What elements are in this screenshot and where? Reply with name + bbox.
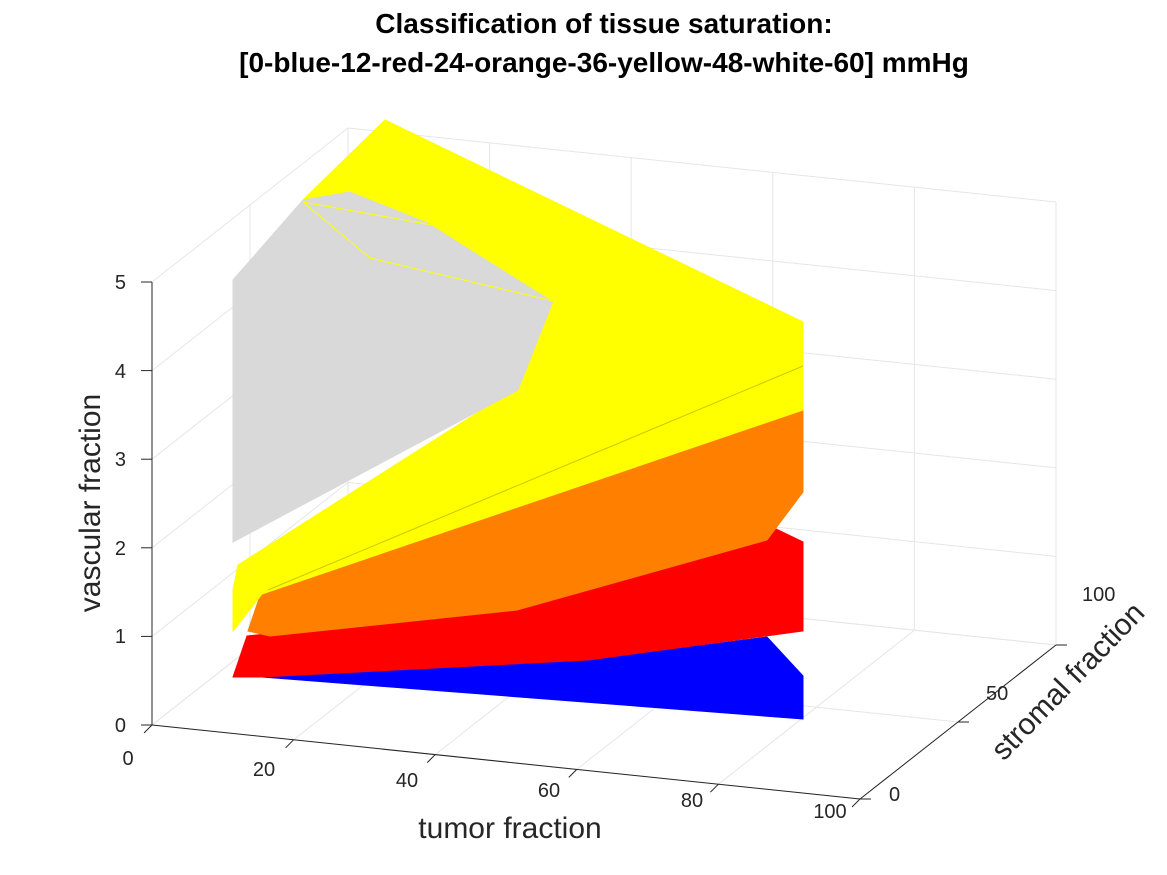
z-axis-label: vascular fraction: [74, 394, 107, 612]
x-tick-mark: [426, 754, 436, 763]
orange-region: [247, 409, 804, 637]
chart-title-line-2: [0-blue-12-red-24-orange-36-yellow-48-wh…: [239, 47, 969, 78]
z-tick-label: 1: [115, 626, 126, 648]
x-axis-line: [151, 724, 861, 800]
x-tick-label: 100: [813, 801, 846, 823]
y-tick-labels: 0 50 100: [889, 584, 1115, 806]
x-tick-label: 0: [122, 748, 133, 770]
x-tick-labels: 0 20 40 60 80 100: [122, 748, 846, 823]
yellow-contour-line: [302, 201, 554, 302]
y-tick-label: 0: [889, 784, 900, 806]
x-tick-mark: [851, 798, 861, 808]
y-tick-label: 100: [1082, 584, 1115, 606]
x-tick-mark: [285, 739, 294, 749]
back-wall-grid-line: [347, 127, 1057, 203]
z-tick-label: 5: [115, 272, 126, 294]
surface-seam-line: [267, 365, 804, 591]
x-tick-mark: [568, 769, 578, 778]
x-tick-label: 60: [538, 780, 560, 802]
z-tick-labels: 0 1 2 3 4 5: [115, 272, 126, 737]
x-tick-mark: [143, 724, 153, 734]
y-tick-label: 50: [986, 683, 1008, 705]
z-tick-label: 3: [115, 449, 126, 471]
x-tick-label: 20: [253, 759, 275, 781]
yellow-contour-line: [302, 201, 554, 302]
z-tick-label: 0: [115, 715, 126, 737]
chart-title-line-1: Classification of tissue saturation:: [375, 8, 832, 39]
z-tick-label: 4: [115, 361, 126, 383]
x-tick-label: 80: [681, 790, 703, 812]
x-tick-label: 40: [396, 770, 418, 792]
left-wall-grid-line: [151, 127, 349, 283]
z-tick-label: 2: [115, 538, 126, 560]
x-axis-label: tumor fraction: [418, 812, 601, 845]
x-tick-mark: [710, 783, 719, 793]
surfaces: [232, 119, 804, 720]
